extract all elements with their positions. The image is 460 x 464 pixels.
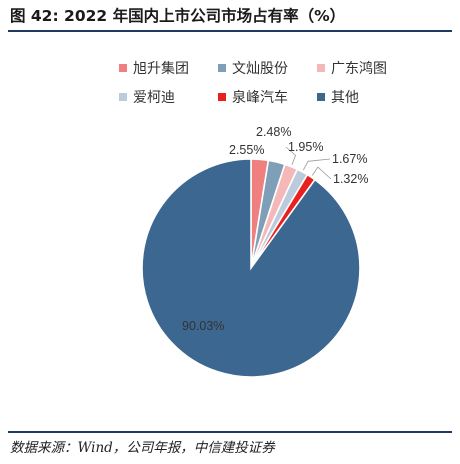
legend-swatch-1 <box>218 64 226 72</box>
legend-label-0: 旭升集团 <box>133 60 189 77</box>
data-labels: 2.55% 2.48%1.95% 1.67% 1.32% 90.03% <box>182 125 368 333</box>
legend-swatch-5 <box>317 93 325 101</box>
leader-line-2 <box>285 146 297 165</box>
legend-swatch-3 <box>119 93 127 101</box>
data-label-5: 90.03% <box>182 319 224 333</box>
legend-label-3: 爱柯迪 <box>133 90 175 106</box>
chart-title: 图 42: 2022 年国内上市公司市场占有率（%） <box>10 7 346 25</box>
data-label-2: 1.95% <box>288 140 323 154</box>
legend-label-1: 文灿股份 <box>232 61 288 77</box>
data-label-4: 1.32% <box>333 172 368 186</box>
source-rule <box>8 431 452 433</box>
legend-label-2: 广东鸿图 <box>331 60 387 77</box>
title-rule <box>8 30 452 32</box>
legend-label-5: 其他 <box>331 90 359 106</box>
legend-label-4: 泉峰汽车 <box>232 89 288 106</box>
legend-swatch-2 <box>317 64 325 72</box>
data-label-1: 2.48% <box>256 125 291 139</box>
pie-chart: 2.55% 2.48%1.95% 1.67% 1.32% 90.03% 旭升集团 文灿股份… <box>119 60 387 378</box>
legend-swatch-0 <box>119 64 127 72</box>
pie-slices <box>141 158 361 378</box>
pie-slice-5 <box>141 158 361 378</box>
source-note: 数据来源：Wind，公司年报，中信建投证券 <box>10 440 275 456</box>
leader-line-3 <box>302 158 331 171</box>
data-label-3: 1.67% <box>332 152 367 166</box>
data-label-0: 2.55% <box>229 143 264 157</box>
leader-line-4 <box>311 166 332 180</box>
legend-swatch-4 <box>218 93 226 101</box>
leader-lines <box>285 146 332 180</box>
